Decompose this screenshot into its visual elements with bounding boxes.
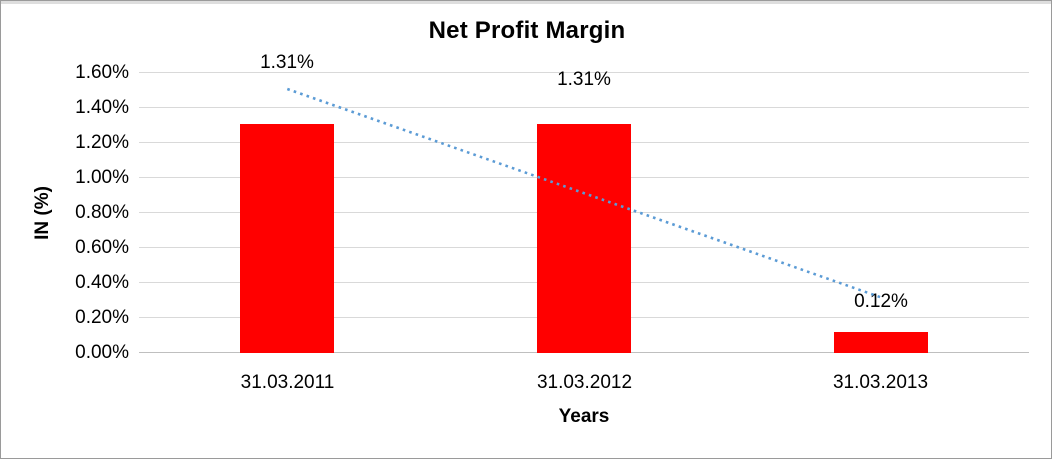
x-axis-title: Years bbox=[558, 406, 610, 427]
bar bbox=[240, 124, 334, 353]
y-tick-label: 1.20% bbox=[75, 132, 129, 153]
gridline bbox=[139, 107, 1029, 108]
y-tick-label: 1.40% bbox=[75, 97, 129, 118]
y-tick-label: 0.80% bbox=[75, 202, 129, 223]
bar bbox=[537, 124, 631, 353]
category-label: 31.03.2012 bbox=[536, 372, 633, 393]
y-tick-label: 1.60% bbox=[75, 62, 129, 83]
y-tick-label: 0.00% bbox=[75, 342, 129, 363]
category-label: 31.03.2013 bbox=[832, 372, 929, 393]
chart-title: Net Profit Margin bbox=[428, 17, 626, 44]
data-label: 0.12% bbox=[854, 291, 908, 312]
y-tick-label: 0.40% bbox=[75, 272, 129, 293]
y-tick-label: 0.60% bbox=[75, 237, 129, 258]
gridline bbox=[139, 72, 1029, 73]
bar bbox=[834, 332, 928, 353]
category-label: 31.03.2011 bbox=[240, 372, 335, 393]
data-label: 1.31% bbox=[260, 52, 314, 73]
data-label: 1.31% bbox=[557, 69, 611, 90]
y-tick-label: 1.00% bbox=[75, 167, 129, 188]
y-tick-label: 0.20% bbox=[75, 307, 129, 328]
